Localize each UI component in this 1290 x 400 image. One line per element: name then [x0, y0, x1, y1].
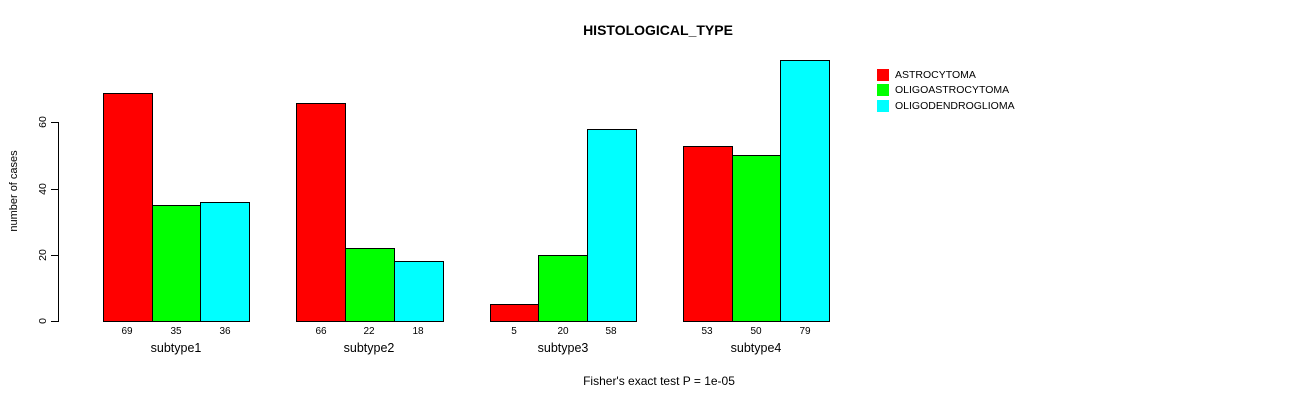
y-tick-mark	[51, 321, 58, 322]
legend-swatch-oligodendroglioma	[877, 99, 889, 112]
y-tick-label: 20	[37, 248, 49, 261]
bar-value-label: 20	[557, 326, 569, 337]
y-axis-line	[58, 122, 59, 322]
category-label-subtype1: subtype1	[150, 341, 202, 355]
y-tick-label: 60	[37, 116, 49, 129]
bar-value-label: 66	[315, 326, 327, 337]
bar-oligodendroglioma-subtype4	[780, 60, 830, 322]
y-tick-mark	[51, 254, 58, 256]
fisher-test-caption: Fisher's exact test P = 1e-05	[583, 374, 735, 388]
legend-label: OLIGOASTROCYTOMA	[895, 84, 1010, 97]
bar-value-label: 22	[363, 326, 375, 337]
bar-oligoastrocytoma-subtype2	[345, 248, 395, 322]
bar-astrocytoma-subtype2	[296, 103, 346, 322]
bar-value-label: 50	[750, 326, 762, 337]
legend-swatch-astrocytoma	[877, 68, 889, 81]
category-label-subtype3: subtype3	[537, 341, 589, 355]
bar-value-label: 58	[605, 326, 617, 337]
bar-value-label: 18	[412, 326, 424, 337]
bar-oligodendroglioma-subtype2	[394, 261, 444, 322]
bar-value-label: 69	[121, 326, 133, 337]
bar-oligoastrocytoma-subtype3	[538, 255, 588, 322]
chart-title: HISTOLOGICAL_TYPE	[583, 22, 733, 38]
y-tick-mark	[51, 188, 58, 190]
bar-oligoastrocytoma-subtype1	[152, 205, 202, 322]
bar-value-label: 35	[170, 326, 182, 337]
bar-oligoastrocytoma-subtype4	[732, 155, 782, 322]
bar-value-label: 79	[799, 326, 811, 337]
category-label-subtype2: subtype2	[343, 341, 395, 355]
legend-label: ASTROCYTOMA	[895, 68, 976, 81]
y-tick-label: 40	[37, 182, 49, 195]
category-label-subtype4: subtype4	[730, 341, 782, 355]
legend-row: ASTROCYTOMA	[877, 67, 1015, 83]
legend: ASTROCYTOMA OLIGOASTROCYTOMA OLIGODENDROGL…	[877, 67, 1015, 114]
bar-astrocytoma-subtype4	[683, 146, 733, 322]
legend-label: OLIGODENDROGLIOMA	[895, 99, 1015, 112]
bar-value-label: 53	[701, 326, 713, 337]
legend-row: OLIGOASTROCYTOMA	[877, 83, 1015, 99]
legend-swatch-oligoastrocytoma	[877, 84, 889, 97]
y-tick-label: 0	[37, 318, 49, 324]
bar-value-label: 36	[219, 326, 231, 337]
bar-astrocytoma-subtype1	[103, 93, 153, 322]
bar-value-label: 5	[511, 326, 517, 337]
y-axis-title: number of cases	[8, 150, 20, 232]
bar-astrocytoma-subtype3	[490, 304, 540, 322]
bar-oligodendroglioma-subtype3	[587, 129, 637, 322]
legend-row: OLIGODENDROGLIOMA	[877, 98, 1015, 114]
bar-oligodendroglioma-subtype1	[200, 202, 250, 322]
y-tick-mark	[51, 122, 58, 124]
